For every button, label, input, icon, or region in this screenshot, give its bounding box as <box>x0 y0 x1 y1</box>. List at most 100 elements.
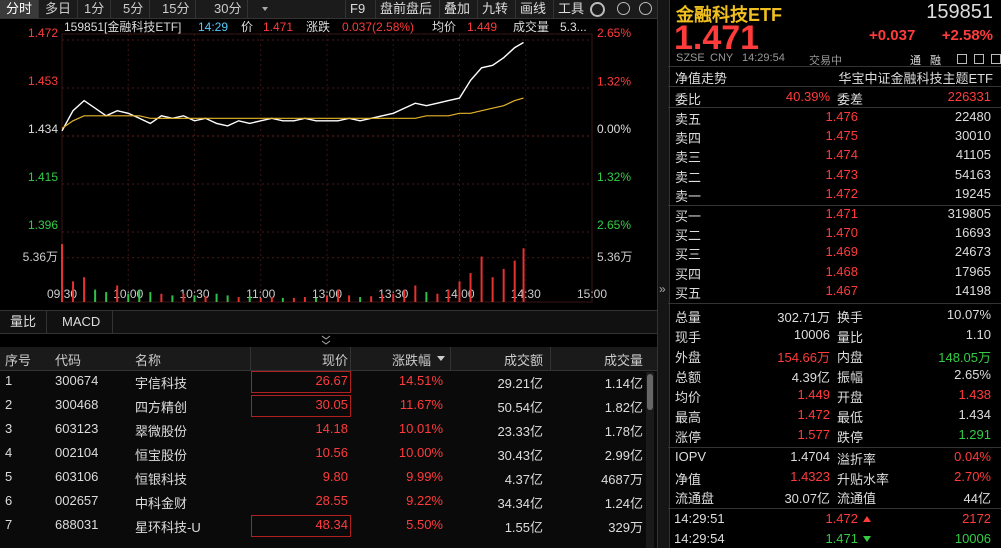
y2-tick-label: 1.32% <box>597 170 631 184</box>
table-cell: 28.55 <box>315 493 348 508</box>
badge[interactable]: 融 <box>930 55 941 67</box>
table-cell: 10.01% <box>398 421 443 436</box>
table-cell: 4687万 <box>601 472 643 487</box>
indicator-tab[interactable]: MACD <box>50 311 114 333</box>
column-header[interactable]: 名称 <box>135 353 162 368</box>
table-cell: 4.37亿 <box>504 472 543 487</box>
nav-icon[interactable] <box>639 2 652 15</box>
tool-icon[interactable] <box>974 54 984 64</box>
quote-cell: 2172 <box>962 511 991 526</box>
quote-cell: 卖三 <box>675 150 702 166</box>
table-cell: 14.51% <box>398 373 443 388</box>
period-tab[interactable]: 多日 <box>39 0 79 18</box>
section-divider <box>668 86 1001 87</box>
tool-button[interactable]: F9 <box>345 0 369 18</box>
last-price: 1.471 <box>674 19 760 57</box>
column-header[interactable]: 成交量 <box>603 353 643 368</box>
volume-bar <box>182 293 185 302</box>
quote-cell: 19245 <box>954 185 991 201</box>
column-header[interactable]: 代码 <box>55 353 82 368</box>
quote-cell: 1.577 <box>797 427 830 442</box>
period-tab[interactable]: 分时 <box>0 0 40 18</box>
volume-bar <box>215 293 218 302</box>
quote-cell: 开盘 <box>837 390 864 405</box>
quote-cell: 226331 <box>947 89 991 104</box>
volume-bar <box>436 293 439 302</box>
quote-cell: 1.470 <box>825 225 858 241</box>
table-cell: 14.18 <box>315 421 348 436</box>
volume-bar <box>513 260 516 302</box>
volume-bar <box>61 244 63 302</box>
volume-bar <box>314 297 317 302</box>
badge[interactable]: 通 <box>910 55 921 67</box>
quote-cell: 流通值 <box>837 491 877 506</box>
table-cell: 10.56 <box>315 445 348 460</box>
tool-button[interactable]: 画线 <box>515 0 550 18</box>
indicator-tab[interactable]: 量比 <box>0 311 48 333</box>
table-cell: 329万 <box>608 520 643 535</box>
table-cell: 1.14亿 <box>604 376 643 391</box>
column-header[interactable]: 成交额 <box>503 353 543 368</box>
quote-cell: 升贴水率 <box>837 471 890 487</box>
quote-cell: 1.472 <box>797 407 830 422</box>
fund-name: 金融科技ETF <box>676 5 782 25</box>
quote-cell: 1.469 <box>825 244 858 260</box>
quote-cell: 17965 <box>954 263 991 279</box>
table-cell: 2.99亿 <box>604 448 643 463</box>
period-tab[interactable]: 5分 <box>117 0 151 18</box>
nav-trend-link[interactable]: 净值走势 <box>675 71 728 86</box>
quote-cell: 卖二 <box>675 169 702 185</box>
volume-bar <box>171 295 174 302</box>
column-header[interactable]: 现价 <box>321 353 348 368</box>
period-tab[interactable]: 30分 <box>208 0 249 18</box>
section-divider <box>668 447 1001 448</box>
chart-header-change: 0.037(2.58%) <box>342 20 414 34</box>
tool-button[interactable]: 九转 <box>477 0 512 18</box>
quote-time: 14:29:54 <box>742 52 785 64</box>
table-cell: 7 <box>5 517 13 532</box>
quote-cell: 1.291 <box>958 427 991 442</box>
volume-bar <box>392 293 395 302</box>
volume-bar <box>425 292 428 302</box>
table-cell: 603106 <box>55 469 99 484</box>
tool-icon[interactable] <box>991 54 1001 64</box>
expand-icon[interactable] <box>318 333 334 347</box>
quote-cell: 买一 <box>675 209 702 224</box>
quote-cell: 涨停 <box>675 430 702 445</box>
tool-button[interactable]: 盘前盘后 <box>375 0 436 18</box>
y2-tick-label: 2.65% <box>597 26 631 40</box>
scroll-thumb[interactable] <box>647 374 653 410</box>
tool-button[interactable]: 叠加 <box>439 0 474 18</box>
stock-table: 序号 代码 名称 现价 涨跌幅 成交额 成交量 1 300674 宇信科技 26.67 14.51% 2… <box>0 347 657 548</box>
period-tab[interactable]: 15分 <box>156 0 197 18</box>
period-tab[interactable]: 1分 <box>78 0 112 18</box>
quote-currency: CNY <box>710 52 734 64</box>
nav-icon[interactable] <box>617 2 630 15</box>
column-header[interactable]: 序号 <box>5 353 32 368</box>
tool-icon[interactable] <box>957 54 967 64</box>
settings-icon[interactable] <box>590 2 605 17</box>
quote-exchange: SZSE <box>676 52 705 64</box>
volume-bar <box>292 297 295 302</box>
quote-cell: 10006 <box>793 327 830 342</box>
quote-cell: 1.438 <box>958 387 991 402</box>
y2-tick-label: 1.32% <box>597 74 631 88</box>
quote-cell: 2.70% <box>954 468 991 484</box>
column-divider <box>450 347 451 370</box>
section-divider <box>668 107 1001 108</box>
quote-cell: 10006 <box>954 531 991 546</box>
quote-cell: 卖四 <box>675 131 702 147</box>
volume-bar <box>72 281 75 302</box>
volume-bar <box>149 292 152 302</box>
quote-cell: 54163 <box>954 166 991 182</box>
volume-bar <box>502 268 505 302</box>
side-toggle[interactable]: » <box>659 282 666 296</box>
tool-button[interactable]: 工具 <box>553 0 588 18</box>
price-highlight <box>251 395 351 417</box>
quote-cell: 1.473 <box>825 166 858 182</box>
dropdown-icon[interactable] <box>262 7 268 11</box>
volume-bar <box>403 289 406 302</box>
column-header[interactable]: 涨跌幅 <box>391 353 431 368</box>
volume-bar <box>337 289 340 302</box>
quote-cell: 319805 <box>947 206 991 221</box>
